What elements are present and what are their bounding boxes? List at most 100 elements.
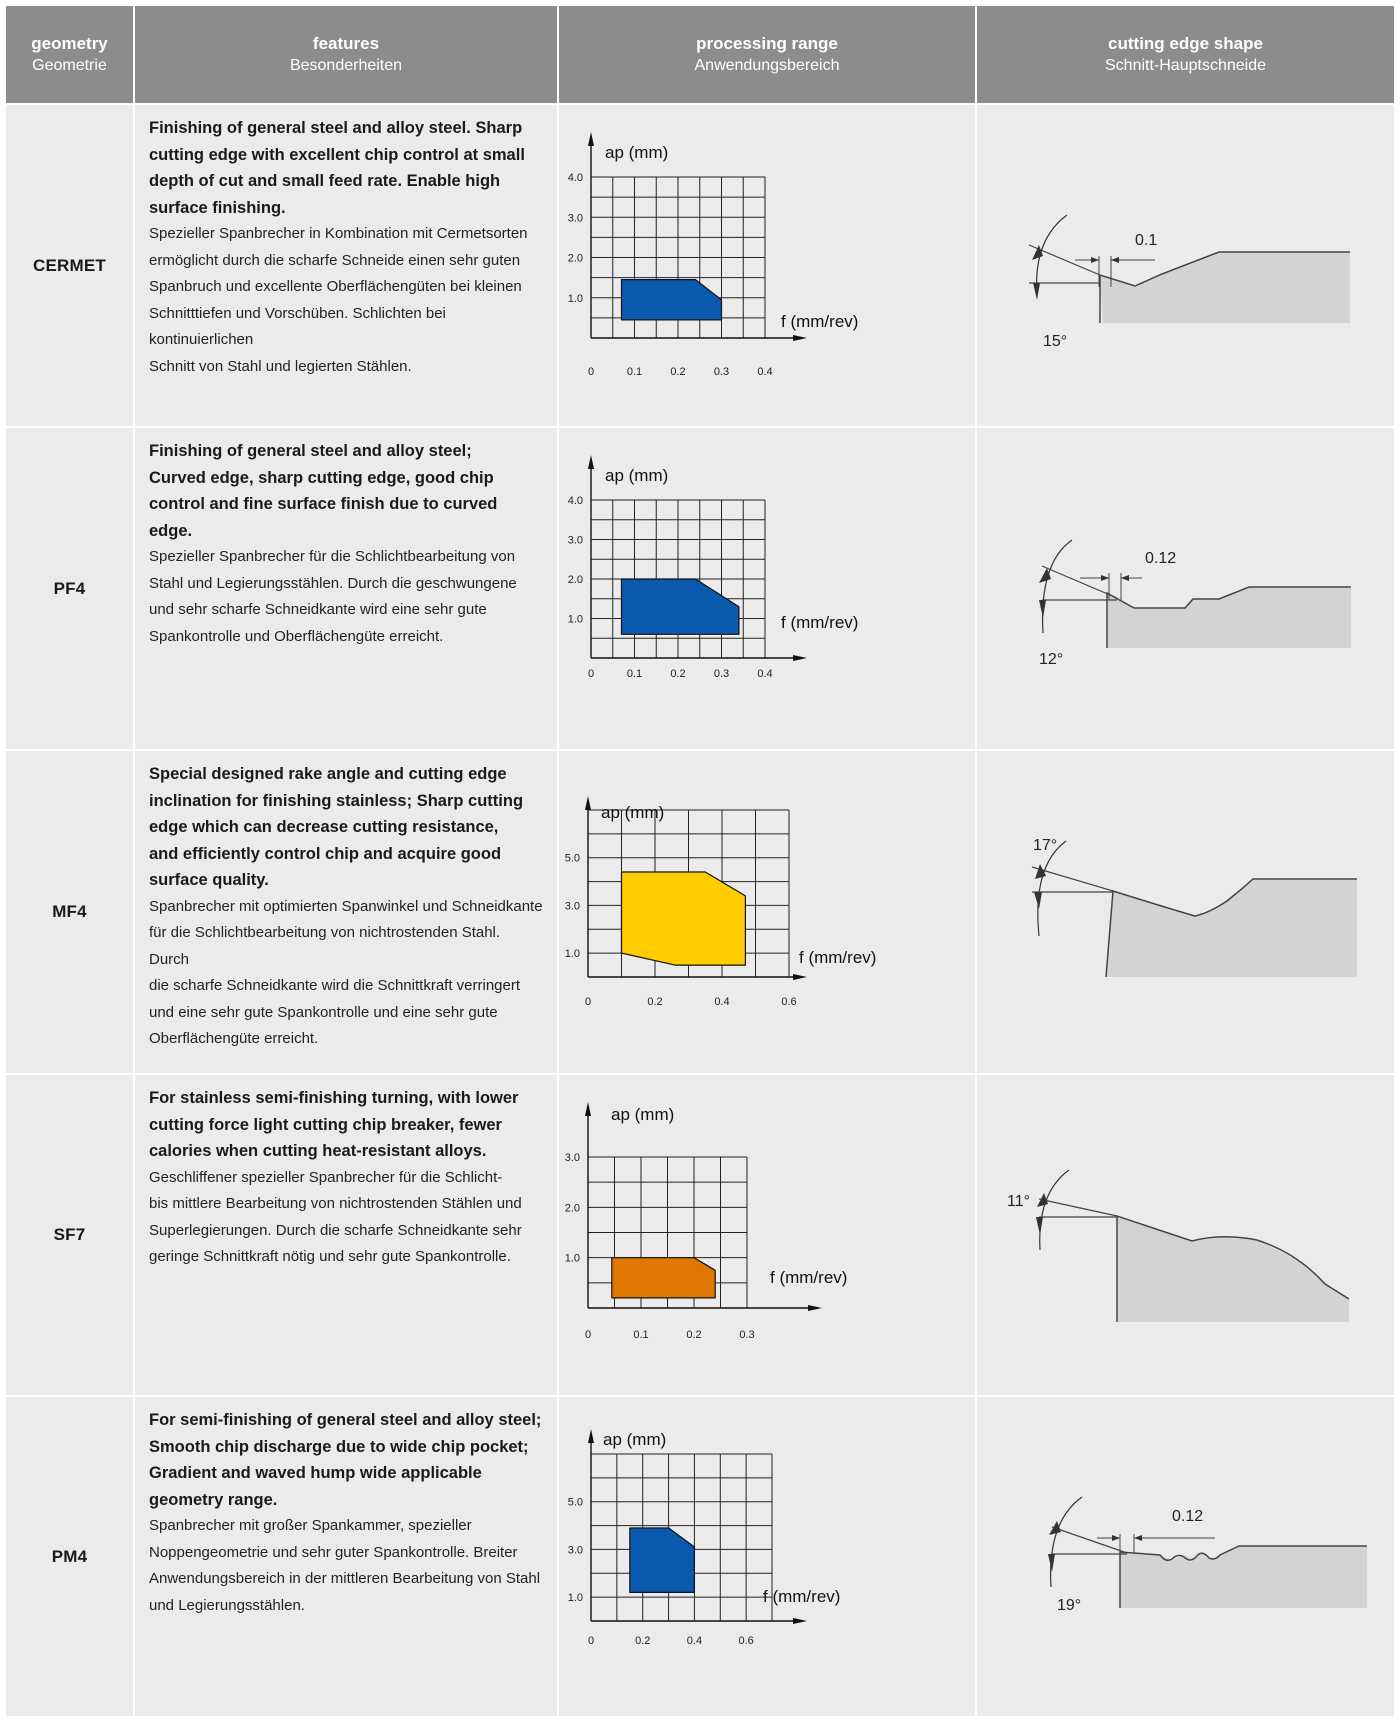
processing-range-cell: 1.0 2.0 3.0 0 0.1 0.2 0.3 ap (mm) f (mm/rev)	[559, 1075, 975, 1395]
land-width-label: 0.12	[1145, 550, 1176, 567]
header-range-en: processing range	[696, 33, 838, 53]
chart-group: 1.0 2.0 3.0 4.0 0 0.1 0.2 0.3 0.4 ap (mm) f (mm/re…	[568, 132, 858, 378]
geometry-name: MF4	[6, 751, 133, 1073]
y-tick-label: 1.0	[568, 293, 583, 305]
geometry-name: PF4	[6, 428, 133, 749]
x-tick-label: 0	[588, 1635, 594, 1647]
arrow-head	[1101, 575, 1109, 581]
geometry-table: geometry Geometrie features Besonderheit…	[6, 6, 1394, 1716]
header-features: features Besonderheiten	[135, 6, 557, 103]
cutting-edge-cell: 15° 0.1	[977, 105, 1394, 426]
y-axis-label: ap (mm)	[611, 1105, 674, 1124]
chart-group: 1.0 3.0 5.0 0 0.2 0.4 0.6 ap (mm) f (mm/rev)	[565, 796, 876, 1008]
x-tick-label: 0	[588, 668, 594, 680]
arrow-head	[1032, 245, 1043, 260]
x-axis-arrow	[793, 335, 807, 341]
processing-range-chart: 1.0 3.0 5.0 0 0.2 0.4 0.6 ap (mm) f (mm/rev)	[568, 1429, 840, 1647]
x-tick-label: 0.3	[714, 668, 729, 680]
cutting-edge-diagram: 12° 0.12	[1039, 539, 1351, 668]
cutting-edge-cell: 11°	[977, 1075, 1394, 1395]
arrow-head	[1039, 600, 1046, 618]
y-axis-arrow	[585, 796, 591, 810]
angle-arc	[1049, 1496, 1083, 1588]
y-tick-label: 4.0	[568, 495, 583, 507]
features-en: For stainless semi-finishing turning, wi…	[149, 1089, 519, 1160]
arrow-head	[1049, 1521, 1061, 1535]
y-tick-label: 1.0	[565, 948, 580, 960]
x-tick-label: 0	[585, 1329, 591, 1341]
arrow-head	[1034, 892, 1042, 909]
y-tick-label: 2.0	[565, 1202, 580, 1214]
insert-profile	[1120, 1546, 1367, 1608]
header-shape-de: Schnitt-Hauptschneide	[1105, 56, 1266, 74]
x-tick-label: 0.2	[670, 668, 685, 680]
insert-edge	[1105, 878, 1357, 978]
x-axis-label: f (mm/rev)	[799, 948, 876, 967]
y-tick-label: 4.0	[568, 172, 583, 184]
header-geometry-de: Geometrie	[32, 56, 107, 74]
x-axis-label: f (mm/rev)	[770, 1268, 847, 1287]
y-axis-label: ap (mm)	[603, 1430, 666, 1449]
rake-angle-label: 17°	[1033, 837, 1057, 854]
x-tick-label: 0.2	[686, 1329, 701, 1341]
y-tick-label: 2.0	[568, 253, 583, 265]
y-tick-label: 3.0	[565, 900, 580, 912]
y-tick-label: 5.0	[568, 1497, 583, 1509]
processing-range-cell: 1.0 2.0 3.0 4.0 0 0.1 0.2 0.3 0.4 ap (mm) f (mm/re…	[559, 428, 975, 749]
x-tick-label: 0	[585, 996, 591, 1008]
y-tick-label: 2.0	[568, 574, 583, 586]
arrow-head	[1037, 1193, 1048, 1207]
x-tick-label: 0.4	[687, 1635, 702, 1647]
features-cell: Special designed rake angle and cutting …	[135, 751, 557, 1073]
features-cell: For stainless semi-finishing turning, wi…	[135, 1075, 557, 1395]
land-width-label: 0.12	[1172, 1508, 1203, 1525]
x-tick-label: 0.6	[781, 996, 796, 1008]
x-tick-label: 0.2	[670, 366, 685, 378]
features-de: Spezieller Spanbrecher für die Schlichtb…	[149, 548, 517, 645]
x-tick-label: 0	[588, 366, 594, 378]
x-axis-arrow	[793, 974, 807, 980]
insert-profile	[1117, 1216, 1349, 1322]
header-features-de: Besonderheiten	[289, 56, 403, 74]
header-range-de: Anwendungsbereich	[694, 56, 840, 74]
arrow-head	[1036, 1217, 1043, 1235]
arrow-head	[1033, 283, 1040, 300]
x-axis-arrow	[793, 655, 807, 661]
features-cell: Finishing of general steel and alloy ste…	[135, 428, 557, 749]
arrow-head	[1039, 568, 1051, 583]
y-axis-arrow	[585, 1102, 591, 1116]
processing-range-area	[620, 578, 740, 635]
x-tick-label: 0.4	[757, 668, 772, 680]
features-cell: Finishing of general steel and alloy ste…	[135, 105, 557, 426]
x-tick-label: 0.3	[739, 1329, 754, 1341]
x-axis-label: f (mm/rev)	[763, 1587, 840, 1606]
x-tick-label: 0.4	[714, 996, 729, 1008]
features-en: Finishing of general steel and alloy ste…	[149, 442, 498, 540]
processing-range-area	[620, 279, 723, 321]
angle-arc	[1037, 840, 1067, 937]
arrow-head	[1091, 257, 1099, 263]
processing-range-area	[620, 871, 746, 966]
x-tick-label: 0.3	[714, 366, 729, 378]
geometry-name: PM4	[6, 1397, 133, 1716]
header-cutting-edge-shape: cutting edge shape Schnitt-Hauptschneide	[977, 6, 1394, 103]
chart-group: 1.0 2.0 3.0 0 0.1 0.2 0.3 ap (mm) f (mm/rev)	[565, 1102, 847, 1341]
features-cell: For semi-finishing of general steel and …	[135, 1397, 557, 1716]
insert-profile	[1100, 252, 1350, 323]
features-de: Spanbrecher mit großer Spankammer, spezi…	[149, 1517, 541, 1614]
y-tick-label: 1.0	[568, 614, 583, 626]
arrow-head	[1035, 864, 1046, 879]
y-tick-label: 3.0	[568, 212, 583, 224]
rake-angle-label: 12°	[1039, 651, 1063, 668]
header-features-en: features	[312, 33, 380, 53]
rake-line	[1028, 244, 1101, 276]
processing-range-chart: 1.0 2.0 3.0 4.0 0 0.1 0.2 0.3 0.4 ap (mm) f (mm/re…	[568, 455, 858, 680]
rake-line	[1041, 565, 1118, 599]
x-tick-label: 0.2	[635, 1635, 650, 1647]
arrow-head	[1121, 575, 1129, 581]
chart-group: 1.0 3.0 5.0 0 0.2 0.4 0.6 ap (mm) f (mm/rev)	[568, 1429, 840, 1647]
x-tick-label: 0.1	[627, 668, 642, 680]
insert-edge	[1119, 1545, 1367, 1608]
features-de: Geschliffener spezieller Spanbrecher für…	[149, 1168, 522, 1266]
rake-angle-label: 19°	[1057, 1597, 1081, 1614]
